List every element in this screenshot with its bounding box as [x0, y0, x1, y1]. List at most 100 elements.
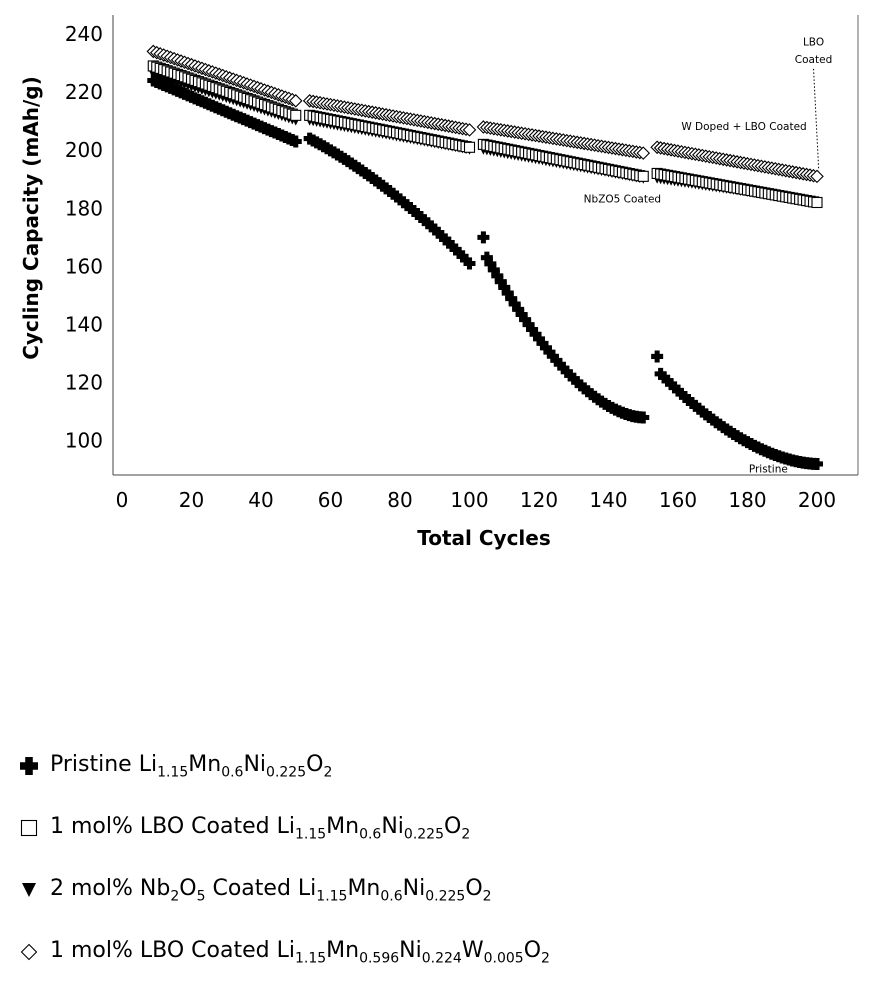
x-tick-label: 160 [659, 488, 697, 512]
legend-label: 1 mol% LBO Coated Li1.15Mn0.596Ni0.224W0… [50, 938, 550, 966]
x-tick-label: 0 [116, 488, 129, 512]
legend-marker-plus-icon [20, 757, 38, 775]
legend-subscript: 2 [323, 764, 333, 781]
legend-text: O [444, 813, 462, 839]
data-point [637, 170, 649, 182]
y-tick-label: 160 [65, 254, 103, 278]
data-point [682, 394, 695, 407]
data-point [668, 381, 681, 394]
data-point [665, 378, 678, 391]
y-tick-label: 180 [65, 196, 103, 220]
legend-text: Ni [399, 937, 422, 963]
legend-subscript: 2 [541, 950, 550, 967]
data-point [692, 402, 705, 415]
legend-text: Coated Li [205, 875, 317, 901]
data-point [636, 146, 651, 160]
annotation-label: NbZO5 Coated [584, 193, 661, 205]
series-plus [147, 74, 823, 470]
y-tick-label: 120 [65, 371, 103, 395]
legend-text: Ni [381, 813, 404, 839]
x-tick-label: 140 [589, 488, 627, 512]
data-point [394, 193, 407, 206]
data-point [543, 346, 556, 359]
data-point [463, 257, 476, 270]
data-point [390, 190, 403, 203]
data-point [810, 169, 824, 184]
data-point [414, 211, 427, 224]
data-point [675, 387, 688, 400]
data-point [672, 384, 684, 397]
data-point [369, 174, 382, 187]
legend-text: O [523, 937, 542, 963]
data-point [456, 250, 469, 263]
legend-text: Ni [402, 875, 426, 901]
data-point [460, 253, 473, 266]
legend-subscript: 1.15 [316, 888, 348, 905]
data-point [512, 303, 525, 316]
legend-text: O [179, 875, 197, 901]
x-tick-label: 100 [450, 488, 488, 512]
legend-subscript: 1.15 [294, 826, 327, 843]
legend-text: Mn [347, 875, 381, 901]
chart-axes: 0 20 40 60 80 100 120 140 160 180 200 100 120 140 160 1… [19, 15, 859, 550]
x-tick-label: 40 [248, 488, 273, 512]
data-point [387, 187, 400, 200]
legend-marker-diamond-icon [20, 943, 38, 961]
legend-subscript: 2 [170, 888, 180, 905]
data-point [550, 354, 563, 367]
x-tick-label: 180 [728, 488, 766, 512]
data-point [432, 226, 445, 239]
legend-subscript: 5 [196, 888, 206, 905]
data-point [435, 230, 448, 243]
data-point [519, 313, 532, 326]
legend-label: 1 mol% LBO Coated Li1.15Mn0.6Ni0.225O2 [50, 814, 470, 842]
legend-text: O [465, 875, 483, 901]
legend-subscript: 0.6 [221, 764, 244, 781]
legend-subscript: 1.15 [294, 950, 327, 967]
data-point [407, 204, 420, 217]
legend-text: Ni [243, 751, 267, 777]
data-point [564, 369, 577, 382]
data-point [581, 385, 594, 398]
legend-subscript: 0.225 [425, 888, 466, 905]
legend-subscript: 0.225 [403, 826, 445, 843]
data-point [658, 371, 671, 384]
legend-subscript: 0.225 [266, 764, 307, 781]
annotation-label: Pristine [749, 464, 788, 476]
legend-text: 1 mol% LBO Coated Li [50, 813, 295, 839]
data-point [380, 182, 393, 195]
y-tick-label: 240 [65, 22, 103, 46]
data-point [654, 367, 667, 380]
data-point [811, 196, 823, 209]
data-point [376, 179, 389, 192]
data-point [505, 292, 518, 305]
data-point [678, 390, 691, 403]
data-point [696, 405, 709, 418]
data-point [453, 246, 466, 259]
data-point [515, 308, 528, 321]
annotation-label: W Doped + LBO Coated [681, 121, 806, 133]
legend-item: 1 mol% LBO Coated Li1.15Mn0.596Ni0.224W0… [18, 921, 778, 983]
legend-text: O [306, 751, 324, 777]
legend-subscript: 1.15 [157, 764, 189, 781]
x-tick-label: 80 [387, 488, 412, 512]
data-point [366, 171, 379, 184]
data-point [290, 109, 302, 121]
data-point [425, 220, 438, 233]
legend-marker-shape [22, 883, 36, 897]
legend-text: Pristine Li [50, 751, 158, 777]
data-point [661, 374, 674, 387]
data-point [442, 236, 455, 249]
data-point [651, 350, 664, 363]
legend-marker-triangle-down-icon [22, 883, 36, 897]
y-tick-label: 220 [65, 80, 103, 104]
data-point [689, 399, 702, 412]
legend-subscript: 2 [482, 888, 492, 905]
legend-text: Mn [326, 813, 360, 839]
data-point [491, 269, 504, 282]
data-point [404, 202, 417, 215]
data-point [557, 362, 570, 375]
data-point [487, 263, 500, 276]
chart-series [146, 44, 824, 470]
data-point [462, 123, 477, 137]
